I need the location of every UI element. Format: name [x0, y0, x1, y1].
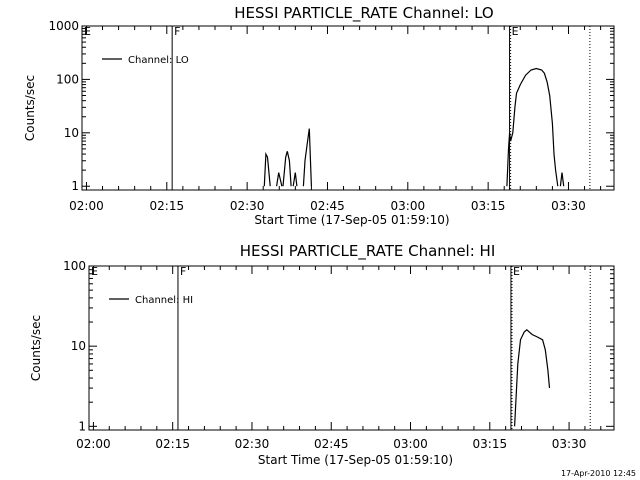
legend-label: Channel: LO — [128, 55, 189, 66]
x-tick-label: 02:30 — [230, 199, 265, 213]
series-line-segment — [302, 128, 312, 187]
y-tick-label: 10 — [64, 126, 79, 140]
series-line-segment — [514, 329, 551, 427]
x-tick-label: 03:00 — [393, 437, 428, 451]
y-tick-label: 1 — [71, 179, 79, 193]
series-line-segment — [559, 172, 565, 187]
chart-title: HESSI PARTICLE_RATE Channel: LO — [234, 4, 493, 23]
y-tick-label: 100 — [63, 259, 86, 273]
series-line-segment — [282, 151, 292, 187]
series-line-segment — [292, 172, 298, 187]
x-tick-label: 03:30 — [552, 437, 587, 451]
x-tick-label: 02:15 — [155, 437, 190, 451]
x-tick-label: 02:00 — [76, 437, 111, 451]
event-marker-label: F — [180, 265, 186, 278]
legend-label: Channel: HI — [135, 295, 193, 306]
chart-channel-lo: HESSI PARTICLE_RATE Channel: LO 02:00 02:1… — [23, 4, 615, 227]
x-tick-label: 03:30 — [551, 199, 586, 213]
y-tick-label: 1000 — [48, 19, 79, 33]
series-line-segment — [263, 151, 271, 187]
y-tick-label: 10 — [71, 339, 86, 353]
x-tick-label: 03:15 — [473, 437, 508, 451]
series-line-segment — [506, 67, 559, 187]
x-tick-label: 02:45 — [314, 437, 349, 451]
event-marker-label: E — [513, 265, 520, 278]
x-tick-label: 02:45 — [310, 199, 345, 213]
y-axis-label: Counts/sec — [23, 75, 37, 141]
x-tick-label: 02:00 — [69, 199, 104, 213]
y-tick-label: 100 — [56, 72, 79, 86]
x-axis-label: Start Time (17-Sep-05 01:59:10) — [254, 213, 449, 227]
event-marker-label: E — [512, 25, 519, 38]
y-axis-label: Counts/sec — [29, 315, 43, 381]
x-axis-label: Start Time (17-Sep-05 01:59:10) — [258, 453, 453, 467]
x-tick-label: 03:15 — [471, 199, 506, 213]
footer-timestamp: 17-Apr-2010 12:45 — [561, 469, 636, 478]
event-marker-label: E — [91, 265, 98, 278]
chart-channel-hi: HESSI PARTICLE_RATE Channel: HI 02:00 02:1… — [29, 242, 615, 467]
x-tick-label: 03:00 — [391, 199, 426, 213]
plot-frame — [88, 265, 615, 431]
x-tick-label: 02:15 — [150, 199, 185, 213]
y-tick-label: 1 — [78, 419, 86, 433]
series-line-segment — [276, 172, 283, 187]
plot-frame — [81, 25, 615, 191]
chart-title: HESSI PARTICLE_RATE Channel: HI — [240, 242, 496, 261]
event-marker-label: E — [84, 25, 91, 38]
x-tick-label: 02:30 — [235, 437, 270, 451]
event-marker-label: F — [174, 25, 180, 38]
